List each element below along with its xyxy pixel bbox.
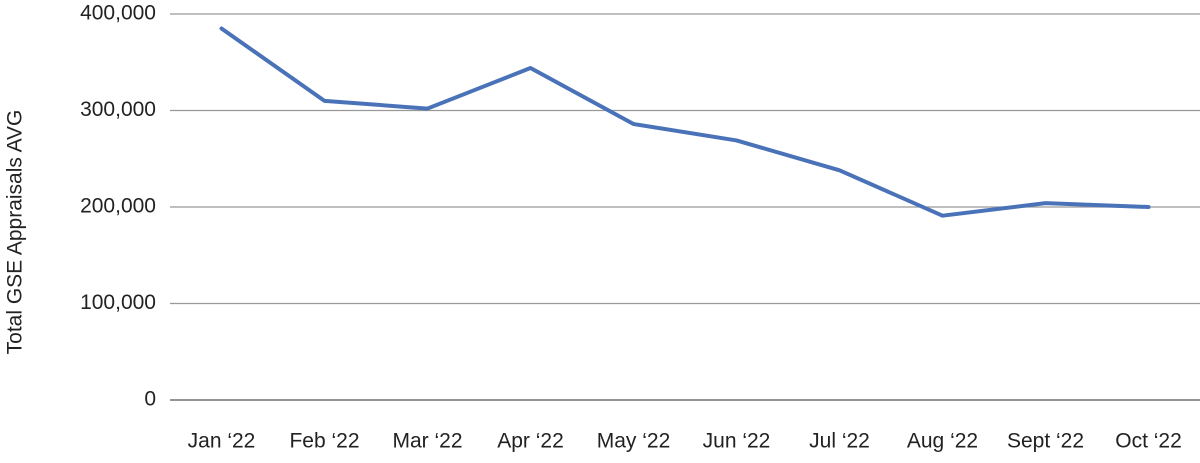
x-tick-label: Sept ‘22 xyxy=(1007,430,1084,453)
x-tick-label: Aug ‘22 xyxy=(907,430,978,453)
y-tick-label: 400,000 xyxy=(80,2,156,25)
x-tick-label: Jul ‘22 xyxy=(809,430,870,453)
x-tick-label: Apr ‘22 xyxy=(497,430,564,453)
y-tick-label: 300,000 xyxy=(80,98,156,121)
y-tick-label: 200,000 xyxy=(80,195,156,218)
y-tick-label: 100,000 xyxy=(80,291,156,314)
line-series xyxy=(219,26,1151,218)
x-tick-label: May ‘22 xyxy=(597,430,671,453)
x-tick-label: Oct ‘22 xyxy=(1115,430,1182,453)
x-tick-label: Jan ‘22 xyxy=(188,430,256,453)
y-axis-label: Total GSE Appraisals AVG xyxy=(4,110,27,355)
y-tick-label: 0 xyxy=(144,388,156,411)
x-tick-label: Feb ‘22 xyxy=(289,430,359,453)
x-tick-label: Mar ‘22 xyxy=(392,430,462,453)
x-tick-label: Jun ‘22 xyxy=(703,430,771,453)
